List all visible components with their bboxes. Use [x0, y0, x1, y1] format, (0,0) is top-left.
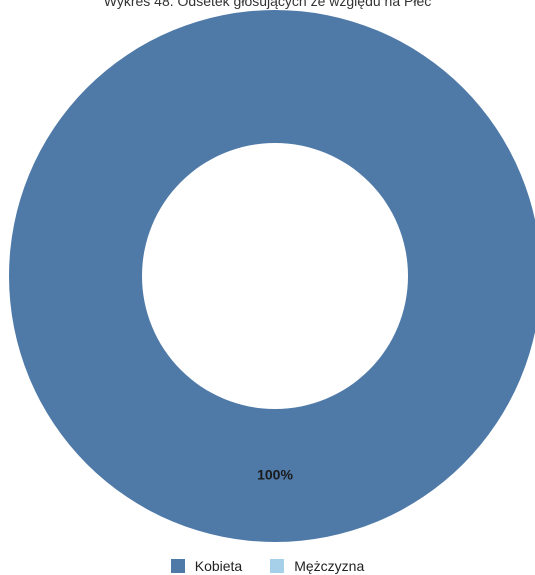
chart-legend: Kobieta Mężczyzna — [0, 557, 535, 575]
legend-swatch-kobieta — [170, 559, 185, 573]
data-labels: 100% — [257, 467, 293, 483]
legend-item-kobieta[interactable]: Kobieta — [170, 558, 243, 574]
data-label-kobieta: 100% — [257, 467, 293, 483]
donut-slices — [9, 10, 535, 542]
legend-swatch-mezczyzna — [270, 559, 285, 573]
legend-label-mezczyzna: Mężczyzna — [294, 558, 365, 574]
legend-item-mezczyzna[interactable]: Mężczyzna — [270, 558, 364, 574]
slice-kobieta[interactable] — [9, 10, 535, 542]
chart-title: Wykres 48. Odsetek głosujących ze względ… — [103, 0, 432, 9]
legend-label-kobieta: Kobieta — [194, 558, 243, 574]
